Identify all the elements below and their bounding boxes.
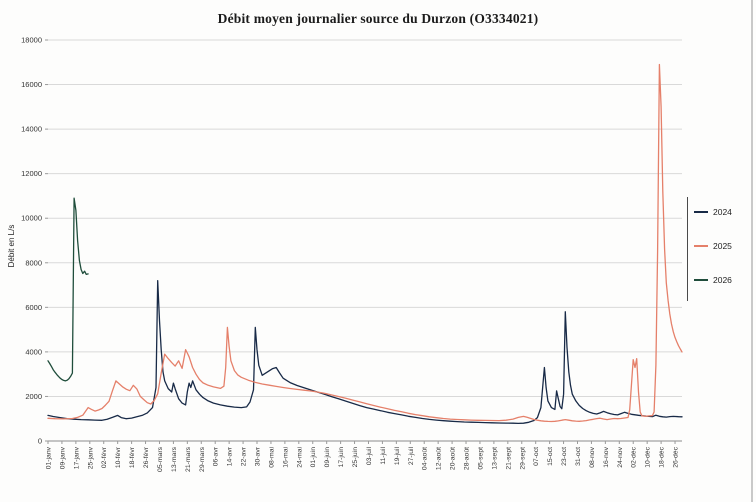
series-line-2025 [47,63,683,423]
y-tick-label: 10000 [21,214,42,223]
legend-swatch-2026 [694,279,708,281]
x-tick-label: 02-déc [631,446,638,467]
x-tick-label: 04-août [422,447,429,470]
x-tick-label: 12-août [436,447,443,470]
y-tick-label: 14000 [21,125,42,134]
x-tick-label: 07-oct [533,447,540,466]
y-tick-label: 8000 [25,258,42,267]
x-tick-label: 11-juil [380,447,387,465]
x-tick-label: 29-mars [199,446,206,472]
legend-item-2024: 2024 [694,207,732,217]
y-axis-title: Débit en L/s [7,224,16,268]
x-tick-label: 31-oct [575,447,582,466]
legend: 2024 2025 2026 [694,207,732,285]
x-tick-label: 24-mai [296,447,303,468]
x-tick-label: 28-août [464,447,471,470]
legend-label-2026: 2026 [713,275,732,285]
x-tick-label: 02-févr [101,446,108,468]
x-tick-label: 01-juin [310,447,317,468]
legend-label-2024: 2024 [713,207,732,217]
x-tick-label: 15-oct [547,447,554,466]
legend-label-2025: 2025 [713,241,732,251]
y-tick-label: 12000 [21,169,42,178]
x-tick-label: 21-mars [185,446,192,472]
x-tick-label: 09-juin [324,447,331,468]
x-tick-label: 10-déc [645,446,652,467]
x-tick-label: 23-oct [561,447,568,466]
x-tick-label: 30-avr [255,446,262,466]
y-tick-label: 6000 [25,303,42,312]
x-tick-label: 25-juin [352,447,359,468]
legend-divider [687,197,688,301]
x-tick-label: 16-nov [603,446,610,467]
series-line-2026 [47,197,89,382]
y-tick-label: 16000 [21,80,42,89]
x-tick-label: 10-févr [115,446,122,468]
y-tick-label: 2000 [25,392,42,401]
page-scan-edge [751,0,753,502]
x-tick-label: 18-déc [659,446,666,467]
x-tick-label: 01-janv [46,446,53,469]
x-tick-label: 16-mai [282,447,289,468]
series-line-2024 [47,279,683,425]
x-tick-label: 05-sept [477,447,484,470]
chart-title: Débit moyen journalier source du Durzon … [217,11,539,26]
x-tick-label: 24-nov [617,446,624,467]
x-tick-label: 20-août [450,447,457,470]
x-tick-label: 17-juin [338,447,345,468]
legend-item-2026: 2026 [694,275,732,285]
legend-swatch-2024 [694,211,708,213]
x-tick-label: 26-févr [143,446,150,468]
x-tick-label: 29-sept [519,447,526,470]
y-tick-label: 18000 [21,36,42,45]
legend-swatch-2025 [694,245,708,247]
x-tick-label: 03-juil [366,447,373,466]
x-tick-label: 22-avr [241,446,248,466]
x-tick-label: 13-sept [491,447,498,470]
x-tick-label: 26-déc [673,446,680,467]
x-tick-label: 06-avr [213,446,220,466]
legend-item-2025: 2025 [694,241,732,251]
x-tick-label: 27-juil [408,447,415,466]
x-tick-label: 13-mars [171,446,178,472]
x-tick-label: 19-juil [394,447,401,466]
y-tick-label: 0 [38,437,42,446]
x-tick-label: 05-mars [157,446,164,472]
x-tick-label: 08-mai [268,447,275,468]
x-tick-label: 14-avr [227,446,234,466]
x-tick-label: 21-sept [505,447,512,470]
x-tick-label: 09-janv [59,446,66,469]
x-tick-label: 17-janv [73,446,80,469]
y-tick-label: 4000 [25,347,42,356]
x-tick-label: 18-févr [129,446,136,468]
x-tick-label: 08-nov [589,446,596,467]
x-tick-label: 25-janv [87,446,94,469]
